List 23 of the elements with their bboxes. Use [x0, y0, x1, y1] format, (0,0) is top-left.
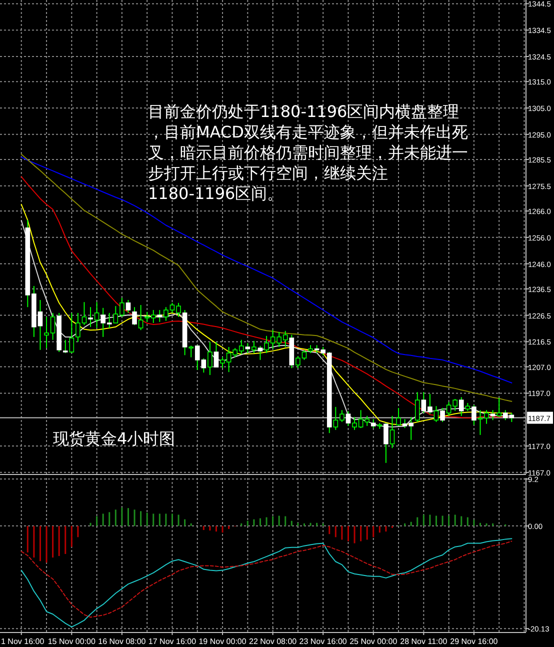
- x-tick-label: 28 Nov 11:00: [400, 637, 448, 646]
- x-tick-label: 23 Nov 16:00: [299, 637, 348, 646]
- candlestick: [390, 415, 395, 449]
- x-tick-label: 19 Nov 00:00: [198, 637, 247, 646]
- candlestick: [252, 340, 256, 354]
- candlestick: [496, 397, 502, 418]
- x-tick-label: 16 Nov 08:00: [98, 637, 146, 646]
- candlestick: [414, 392, 420, 422]
- candlestick: [434, 406, 439, 422]
- x-tick-label: 17 Nov 16:00: [148, 637, 197, 646]
- candlestick: [138, 304, 144, 331]
- candlestick: [69, 312, 74, 354]
- x-tick-label: 25 Nov 00:00: [350, 637, 398, 646]
- x-tick-label: 29 Nov 16:00: [450, 637, 498, 646]
- annotation: 目前金价仍处于1180-1196区间内横盘整理，目前MACD双线有走平迹象，但并未作出死叉，暗示目前价格仍需时间整理，并未能进一步打开上行或下行空间，继续关注1180-1196区间。: [148, 102, 468, 203]
- x-tick-label: 15 Nov 00:00: [48, 637, 96, 646]
- x-tick-label: 1 Nov 16:00: [1, 637, 45, 646]
- candlestick: [94, 302, 100, 328]
- candlestick: [208, 341, 212, 376]
- candlestick: [396, 407, 401, 426]
- annotation: 现货黄金4小时图: [53, 429, 176, 448]
- candlestick: [188, 345, 194, 358]
- x-tick-label: 22 Nov 08:00: [249, 637, 298, 646]
